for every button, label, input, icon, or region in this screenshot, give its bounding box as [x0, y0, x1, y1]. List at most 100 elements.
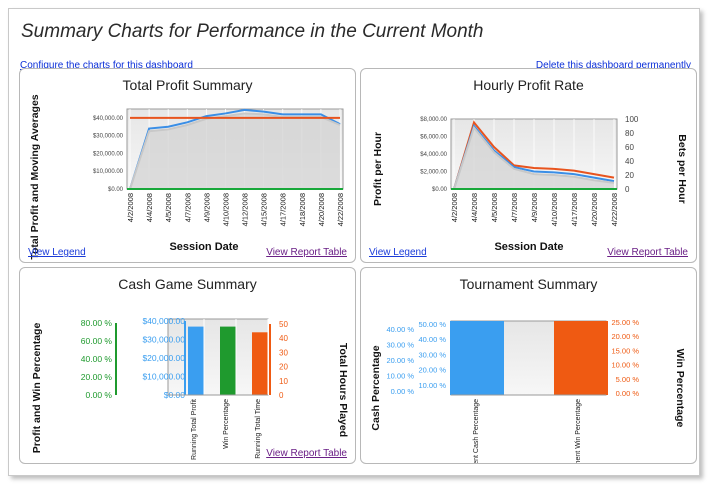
dashboard-page: Summary Charts for Performance in the Cu…	[8, 8, 700, 476]
x-tick-label: 4/7/2008	[510, 193, 519, 222]
x-tick-label: 4/20/2008	[317, 193, 326, 226]
view-report-table-link[interactable]: View Report Table	[266, 448, 347, 459]
pct-tick-label: 60.00 %	[81, 336, 113, 346]
cash-game-panel: Cash Game Summary 0.00 % 20.00 % 40.00 % 60…	[19, 267, 356, 464]
cash-pct-tick-label: 40.00 %	[386, 325, 414, 334]
series-line	[453, 120, 615, 190]
y-tick-label: $0.00	[432, 187, 448, 193]
hourly-profit-chart: $0.00 $2,000.00 $4,000.00 $6,000.00 $8,000.0…	[372, 115, 688, 253]
x-tick-label: 4/22/2008	[610, 193, 619, 226]
x-tick-label: 4/4/2008	[145, 193, 154, 222]
pct-tick-label: 20.00 %	[81, 372, 113, 382]
y-axis-title: Profit and Win Percentage	[31, 323, 43, 454]
x-tick-label: 4/2/2008	[126, 193, 135, 222]
series-area	[130, 113, 340, 189]
win-pct-tick-label: 0.00 %	[616, 389, 640, 398]
win-pct-tick-label: 20.00 %	[611, 332, 639, 341]
category-label: Tournament Win Percentage	[575, 399, 582, 463]
x-axis-title: Session Date	[169, 241, 238, 253]
panel-title: Cash Game Summary	[118, 276, 257, 292]
category-label: Win Percentage	[223, 399, 230, 449]
x-tick-label: 4/17/2008	[279, 193, 288, 226]
y-right-tick-label: 0	[625, 185, 630, 194]
win-pct-tick-label: 10.00 %	[611, 361, 639, 370]
y-axis-title: Profit per Hour	[372, 132, 384, 206]
x-tick-label: 4/20/2008	[590, 193, 599, 226]
x-tick-label: 4/5/2008	[164, 193, 173, 222]
x-tick-label: 4/18/2008	[298, 193, 307, 226]
hours-tick-label: 50	[279, 320, 288, 329]
y-right-axis-title: Total Hours Played	[337, 343, 349, 437]
panel-title: Total Profit Summary	[122, 77, 253, 93]
bar	[252, 332, 268, 395]
y-tick-label: $8,000.00	[420, 117, 447, 123]
x-tick-label: 4/15/2008	[260, 193, 269, 226]
category-label: Running Total Time	[255, 399, 262, 459]
configure-charts-link[interactable]: Configure the charts for this dashboard	[20, 60, 193, 71]
bar	[220, 326, 236, 395]
y-right-axis-title: Bets per Hour	[676, 134, 688, 203]
cash-pct-tick-label: 50.00 %	[418, 320, 446, 329]
x-tick-label: 4/10/2008	[550, 193, 559, 226]
y-tick-label: $0.00	[108, 187, 124, 193]
hours-tick-label: 20	[279, 363, 288, 372]
money-tick-label: $20,000.00	[142, 353, 185, 363]
money-tick-label: $10,000.00	[142, 372, 185, 382]
panel-title: Hourly Profit Rate	[473, 77, 584, 93]
view-legend-link[interactable]: View Legend	[28, 247, 86, 258]
x-tick-label: 4/2/2008	[450, 193, 459, 222]
tournament-panel: Tournament Summary 0.00 % 10.00 % 20.00 % 3…	[360, 267, 697, 464]
cash-pct-tick-label: 10.00 %	[386, 372, 414, 381]
y-right-tick-label: 20	[625, 171, 634, 180]
y-tick-label: $30,000.00	[93, 134, 124, 140]
win-pct-tick-label: 5.00 %	[616, 375, 640, 384]
y-right-axis-title: Win Percentage	[674, 349, 686, 428]
hours-tick-label: 30	[279, 348, 288, 357]
cash-pct-tick-label: 30.00 %	[386, 341, 414, 350]
cash-pct-tick-label: 20.00 %	[386, 356, 414, 365]
tournament-chart: 0.00 %10.00 %20.00 %30.00 %40.00 %10.00 …	[370, 318, 686, 463]
x-tick-label: 4/9/2008	[202, 193, 211, 222]
x-tick-label: 4/5/2008	[490, 193, 499, 222]
y-tick-label: $10,000.00	[93, 169, 124, 175]
view-report-table-link[interactable]: View Report Table	[266, 247, 347, 258]
win-pct-tick-label: 15.00 %	[611, 346, 639, 355]
y-right-tick-label: 60	[625, 143, 634, 152]
cash-pct-tick-label: 20.00 %	[418, 366, 446, 375]
y-axis-title: Cash Percentage	[370, 345, 382, 430]
cash-pct-tick-label: 0.00 %	[391, 387, 415, 396]
total-profit-panel: Total Profit Summary $0.00 $10,000.00 $20,…	[19, 68, 356, 263]
series-line	[453, 123, 615, 190]
pct-tick-label: 0.00 %	[86, 390, 113, 400]
y-right-tick-label: 80	[625, 129, 634, 138]
cash-pct-tick-label: 10.00 %	[418, 381, 446, 390]
page-title: Summary Charts for Performance in the Cu…	[21, 21, 484, 42]
view-legend-link[interactable]: View Legend	[369, 247, 427, 258]
series-line	[453, 125, 615, 190]
y-tick-label: $2,000.00	[420, 170, 447, 176]
hours-tick-label: 40	[279, 334, 288, 343]
pct-tick-label: 40.00 %	[81, 354, 113, 364]
category-label: Running Total Profit	[191, 399, 198, 460]
money-tick-label: $40,000.00	[142, 316, 185, 326]
x-tick-label: 4/22/2008	[336, 193, 345, 226]
x-tick-label: 4/4/2008	[470, 193, 479, 222]
view-report-table-link[interactable]: View Report Table	[607, 247, 688, 258]
x-axis-title: Session Date	[494, 241, 563, 253]
series-line	[129, 108, 341, 190]
bar	[188, 326, 204, 395]
bar	[452, 321, 504, 395]
delete-dashboard-link[interactable]: Delete this dashboard permanently	[535, 60, 691, 71]
x-tick-label: 4/10/2008	[221, 193, 230, 226]
cash-pct-tick-label: 30.00 %	[418, 350, 446, 359]
x-tick-label: 4/12/2008	[241, 193, 250, 226]
y-right-tick-label: 40	[625, 157, 634, 166]
money-tick-label: $30,000.00	[142, 335, 185, 345]
bar	[554, 321, 606, 395]
y-tick-label: $6,000.00	[420, 135, 447, 141]
panel-title: Tournament Summary	[459, 276, 598, 292]
total-profit-chart: $0.00 $10,000.00 $20,000.00 $30,000.00 $40,0…	[29, 94, 345, 259]
cash-game-chart: 0.00 %20.00 %40.00 %60.00 %80.00 %$0.00$…	[31, 316, 349, 460]
x-tick-label: 4/7/2008	[183, 193, 192, 222]
x-tick-label: 4/17/2008	[570, 193, 579, 226]
